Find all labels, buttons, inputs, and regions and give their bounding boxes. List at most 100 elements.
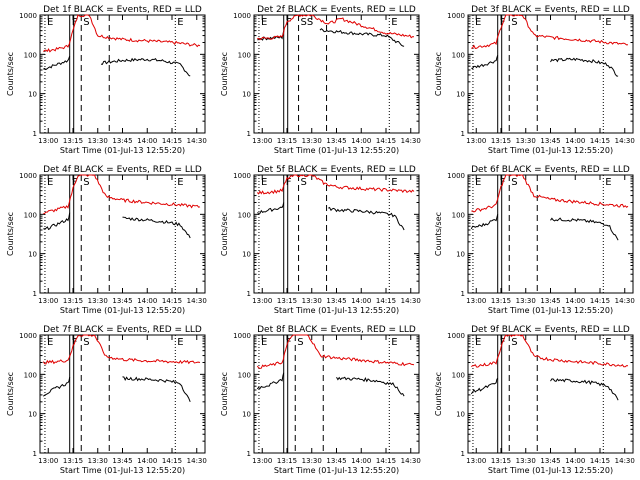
y-axis-label: Counts/sec	[220, 212, 229, 256]
y-tick-label: 100	[452, 371, 465, 379]
marker-label: F	[286, 177, 292, 188]
y-tick-label: 10	[456, 251, 465, 259]
y-tick-label: 1	[461, 290, 465, 298]
y-tick-label: 1000	[233, 172, 251, 180]
panel-det-1: Det 1f BLACK = Events, RED = LLD Counts/s…	[6, 5, 207, 155]
y-tick-label: 1000	[447, 12, 465, 20]
events-series-seg-1	[319, 28, 405, 47]
marker-label: S	[83, 17, 89, 28]
y-tick-label: 1	[461, 130, 465, 138]
y-axis-label: Counts/sec	[6, 212, 15, 256]
panel-det-8: Det 8f BLACK = Events, RED = LLD Counts/s…	[220, 325, 421, 475]
panel-title: Det 9f BLACK = Events, RED = LLD	[471, 325, 630, 335]
marker-label: F	[72, 17, 78, 28]
y-tick-label: 1	[33, 290, 37, 298]
x-tick-label: 13:00	[38, 297, 58, 305]
y-tick-label: 100	[238, 371, 251, 379]
x-tick-label: 14:30	[615, 137, 635, 145]
x-axis-label: Start Time (01-Jul-13 12:55:20)	[274, 146, 399, 155]
plot-frame	[39, 174, 206, 294]
y-tick-label: 100	[24, 211, 37, 219]
lld-series-seg-0	[256, 174, 415, 195]
panel-title: Det 2f BLACK = Events, RED = LLD	[257, 5, 416, 15]
marker-label: E	[605, 177, 611, 188]
x-tick-label: 13:15	[491, 137, 511, 145]
x-tick-label: 13:45	[540, 297, 560, 305]
x-tick-label: 13:30	[516, 297, 536, 305]
y-tick-label: 1000	[447, 172, 465, 180]
marker-label: E	[391, 177, 397, 188]
x-tick-label: 14:15	[162, 137, 182, 145]
x-tick-label: 13:15	[277, 137, 297, 145]
marker-label: E	[475, 177, 481, 188]
events-series-seg-1	[122, 376, 191, 402]
x-tick-label: 14:30	[187, 297, 207, 305]
plot-frame	[253, 334, 420, 454]
y-tick-label: 1	[33, 130, 37, 138]
x-tick-label: 13:45	[540, 137, 560, 145]
panel-title: Det 6f BLACK = Events, RED = LLD	[471, 165, 630, 175]
events-series-seg-0	[42, 377, 71, 397]
lld-series-seg-0	[257, 14, 415, 41]
x-tick-label: 13:00	[466, 457, 486, 465]
x-tick-label: 14:15	[162, 297, 182, 305]
y-tick-label: 1000	[19, 172, 37, 180]
events-series-seg-1	[122, 216, 191, 239]
y-tick-label: 100	[238, 51, 251, 59]
plot-frame	[39, 334, 206, 454]
marker-label: F	[286, 17, 292, 28]
y-axis-label: Counts/sec	[6, 372, 15, 416]
y-tick-label: 100	[24, 51, 37, 59]
marker-label: E	[605, 17, 611, 28]
y-axis-label: Counts/sec	[6, 52, 15, 96]
x-axis-label: Start Time (01-Jul-13 12:55:20)	[60, 306, 185, 315]
x-tick-label: 13:00	[466, 297, 486, 305]
plot-frame	[467, 174, 634, 294]
x-tick-label: 14:00	[351, 297, 371, 305]
panel-det-4: Det 4f BLACK = Events, RED = LLD Counts/s…	[6, 165, 207, 315]
x-tick-label: 14:00	[137, 457, 157, 465]
lld-series-seg-0	[43, 174, 201, 215]
events-series-seg-0	[256, 372, 285, 390]
marker-label: S	[511, 177, 517, 188]
marker-label: F	[72, 177, 78, 188]
x-tick-label: 13:00	[252, 457, 272, 465]
events-series-seg-0	[470, 377, 499, 395]
y-tick-label: 1	[461, 450, 465, 458]
y-tick-label: 10	[242, 91, 251, 99]
x-tick-label: 14:15	[590, 297, 610, 305]
panel-det-7: Det 7f BLACK = Events, RED = LLD Counts/s…	[6, 325, 207, 475]
x-tick-label: 13:15	[277, 457, 297, 465]
events-series-seg-0	[43, 55, 71, 71]
x-tick-label: 13:30	[88, 137, 108, 145]
y-tick-label: 1000	[447, 332, 465, 340]
x-tick-label: 14:00	[351, 457, 371, 465]
x-tick-label: 13:15	[63, 457, 83, 465]
marker-label: E	[177, 337, 183, 348]
y-axis-label: Counts/sec	[220, 52, 229, 96]
marker-label: E	[475, 17, 481, 28]
y-tick-label: 1000	[233, 332, 251, 340]
x-tick-label: 13:00	[252, 137, 272, 145]
x-tick-label: 13:30	[302, 457, 322, 465]
x-tick-label: 13:15	[63, 137, 83, 145]
x-tick-label: 13:30	[302, 297, 322, 305]
panel-det-9: Det 9f BLACK = Events, RED = LLD Counts/s…	[434, 325, 635, 475]
x-tick-label: 13:00	[38, 137, 58, 145]
marker-label: E	[261, 17, 267, 28]
plot-frame	[467, 14, 634, 134]
x-tick-label: 14:15	[590, 137, 610, 145]
panel-title: Det 3f BLACK = Events, RED = LLD	[471, 5, 630, 15]
marker-label: E	[47, 337, 53, 348]
y-tick-label: 1	[247, 130, 251, 138]
x-tick-label: 13:45	[112, 457, 132, 465]
x-tick-label: 14:15	[376, 297, 396, 305]
events-series-seg-0	[43, 212, 71, 231]
marker-label: S	[511, 337, 517, 348]
x-axis-label: Start Time (01-Jul-13 12:55:20)	[274, 306, 399, 315]
y-axis-label: Counts/sec	[220, 372, 229, 416]
x-tick-label: 14:30	[615, 457, 635, 465]
y-axis-label: Counts/sec	[434, 52, 443, 96]
panel-title: Det 1f BLACK = Events, RED = LLD	[43, 5, 202, 15]
marker-label: E	[605, 337, 611, 348]
